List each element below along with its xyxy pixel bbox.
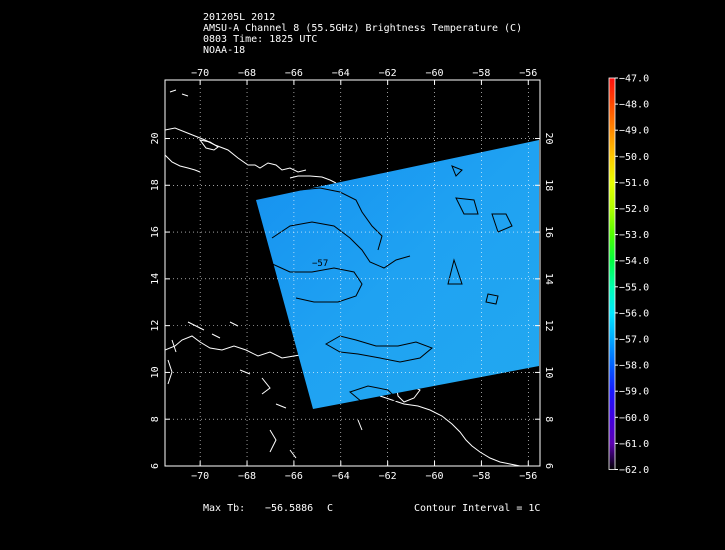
contour-line [271, 221, 411, 269]
contour-line [447, 258, 499, 305]
max-tb-unit: C [327, 503, 334, 514]
colorbar-label: −48.0 [619, 100, 649, 111]
colorbar-label: −60.0 [619, 413, 649, 424]
lon-label-top: −60 [426, 68, 444, 79]
coast-orinoco [379, 395, 530, 466]
lon-label-top: −68 [238, 68, 256, 79]
lon-label-bottom: −62 [379, 471, 397, 482]
coast-inland [239, 369, 363, 459]
colorbar-label: −59.0 [619, 387, 649, 398]
colorbar-label: −56.0 [619, 308, 649, 319]
lon-label-top: −66 [285, 68, 303, 79]
colorbar-segment [609, 260, 615, 288]
contour-line [299, 187, 383, 251]
lon-label-top: −70 [191, 68, 209, 79]
lat-label-left: 14 [150, 273, 161, 285]
lat-label-right: 6 [543, 463, 554, 469]
contours [267, 165, 513, 405]
colorbar-label: −61.0 [619, 439, 649, 450]
map-frame [164, 79, 541, 467]
lon-label-bottom: −56 [519, 471, 537, 482]
coast-hispaniola [165, 127, 307, 173]
lon-label-top: −64 [332, 68, 350, 79]
lat-label-left: 20 [150, 132, 161, 144]
lon-label-top: −58 [472, 68, 490, 79]
coast-cuba-tip [198, 139, 219, 151]
coast-lake-maracaibo [167, 339, 177, 385]
lat-label-right: 20 [543, 132, 554, 144]
contour-label: −57 [312, 259, 328, 269]
lat-label-left: 12 [150, 320, 161, 332]
lon-label-bottom: −68 [238, 471, 256, 482]
coast-abc [187, 321, 239, 339]
lat-label-left: 8 [150, 416, 161, 422]
colorbar-label: −52.0 [619, 204, 649, 215]
colorbar-label: −62.0 [619, 465, 649, 476]
colorbar-segment [609, 391, 615, 418]
contour-line [324, 335, 433, 363]
colorbar-segment [609, 234, 615, 262]
lon-label-bottom: −70 [191, 471, 209, 482]
title-line-3: 0803 Time: 1825 UTC [203, 34, 318, 45]
colorbar-label: −49.0 [619, 126, 649, 137]
colorbar-segment [609, 78, 615, 105]
colorbar-segment [609, 208, 615, 236]
colorbar-label: −54.0 [619, 256, 649, 267]
colorbar-segment [609, 182, 615, 209]
contour-line [348, 385, 399, 405]
colorbar-segment [609, 312, 615, 340]
contour-line [451, 165, 513, 233]
colorbar-label: −53.0 [619, 230, 649, 241]
lat-label-left: 18 [150, 179, 161, 191]
title-line-1: 201205L 2012 [203, 12, 276, 23]
lat-label-right: 18 [543, 179, 554, 191]
lon-label-bottom: −58 [472, 471, 490, 482]
coast-hispaniola-north [165, 154, 201, 173]
coast-puerto-rico [289, 175, 337, 184]
graticule [165, 80, 540, 467]
lon-label-top: −56 [519, 68, 537, 79]
contour-interval: Contour Interval = 1C [414, 503, 541, 514]
colorbar-segment [609, 417, 615, 444]
lat-label-right: 16 [543, 226, 554, 238]
lat-label-left: 6 [150, 463, 161, 469]
colorbar: −47.0 −48.0 −49.0 −50.0 −51.0 −52.0 −53.0 −54.0… [608, 74, 649, 476]
colorbar-segment [609, 286, 615, 314]
colorbar-label: −51.0 [619, 178, 649, 189]
colorbar-segment [609, 156, 615, 183]
colorbar-frame [608, 77, 616, 470]
title-line-2: AMSU-A Channel 8 (55.5GHz) Brightness Te… [203, 23, 523, 34]
lat-label-right: 8 [543, 416, 554, 422]
colorbar-segment [609, 443, 615, 470]
colorbar-label: −47.0 [619, 74, 649, 85]
colorbar-segment [609, 130, 615, 157]
lat-label-right: 14 [543, 273, 554, 285]
contour-line [267, 261, 363, 303]
colorbar-label: −50.0 [619, 152, 649, 163]
colorbar-segment [609, 339, 615, 366]
lon-label-bottom: −66 [285, 471, 303, 482]
axis-ticks: −70 −70 −68 −68 −66 −66 −64 −64 −62 −62 −60 −60 −58 −… [150, 68, 554, 482]
lon-label-top: −62 [379, 68, 397, 79]
lat-label-left: 10 [150, 366, 161, 378]
lon-label-bottom: −64 [332, 471, 350, 482]
colorbar-label: −58.0 [619, 361, 649, 372]
lat-label-right: 12 [543, 320, 554, 332]
coast-islet [169, 89, 189, 97]
lon-label-bottom: −60 [426, 471, 444, 482]
colorbar-label: −57.0 [619, 335, 649, 346]
colorbar-segment [609, 365, 615, 392]
colorbar-label: −55.0 [619, 282, 649, 293]
title-line-4: NOAA-18 [203, 45, 246, 56]
max-tb-value: −56.5886 [265, 503, 314, 514]
max-tb-label: Max Tb: [203, 503, 246, 514]
swath-brightness-temperature [256, 140, 539, 409]
lat-label-right: 10 [543, 366, 554, 378]
lat-label-left: 16 [150, 226, 161, 238]
colorbar-segment [609, 104, 615, 131]
